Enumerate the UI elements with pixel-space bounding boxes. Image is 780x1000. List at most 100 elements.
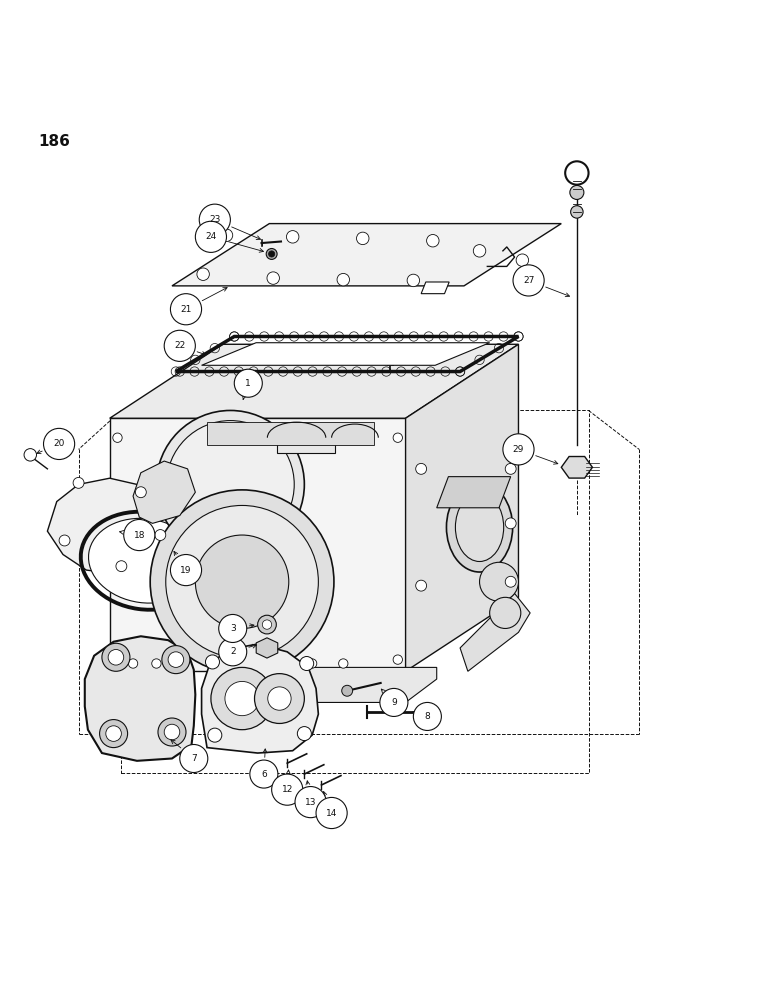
Circle shape	[316, 797, 347, 829]
Polygon shape	[277, 426, 335, 453]
Polygon shape	[110, 418, 406, 671]
Circle shape	[380, 688, 408, 716]
Circle shape	[218, 614, 246, 642]
Circle shape	[234, 369, 262, 397]
Circle shape	[342, 685, 353, 696]
Polygon shape	[172, 224, 562, 286]
Circle shape	[168, 652, 183, 667]
Circle shape	[266, 249, 277, 259]
Circle shape	[106, 726, 122, 741]
Circle shape	[480, 562, 519, 601]
Circle shape	[158, 718, 186, 746]
Text: 2: 2	[230, 647, 236, 656]
Circle shape	[570, 185, 584, 199]
Circle shape	[207, 728, 222, 742]
Circle shape	[136, 487, 147, 498]
Text: 24: 24	[205, 232, 217, 241]
Circle shape	[286, 231, 299, 243]
Circle shape	[339, 659, 348, 668]
Circle shape	[24, 449, 37, 461]
Circle shape	[220, 229, 232, 242]
Polygon shape	[437, 477, 511, 508]
Circle shape	[167, 421, 294, 548]
Circle shape	[416, 580, 427, 591]
Text: 3: 3	[230, 624, 236, 633]
Text: 8: 8	[424, 712, 431, 721]
Circle shape	[297, 727, 311, 741]
Polygon shape	[48, 478, 168, 574]
Circle shape	[490, 597, 521, 628]
Circle shape	[166, 505, 318, 658]
Ellipse shape	[456, 493, 504, 562]
Polygon shape	[201, 343, 490, 365]
Circle shape	[271, 774, 303, 805]
Circle shape	[129, 659, 138, 668]
Text: 7: 7	[191, 754, 197, 763]
Polygon shape	[562, 457, 593, 478]
Circle shape	[337, 273, 349, 286]
Circle shape	[157, 410, 304, 558]
Circle shape	[516, 254, 529, 266]
Text: 19: 19	[180, 566, 192, 575]
Circle shape	[413, 702, 441, 730]
Polygon shape	[133, 461, 195, 523]
Circle shape	[100, 720, 128, 748]
Circle shape	[155, 530, 166, 540]
Circle shape	[427, 234, 439, 247]
Circle shape	[505, 463, 516, 474]
Circle shape	[225, 681, 259, 716]
Circle shape	[162, 646, 190, 674]
Ellipse shape	[446, 482, 512, 572]
Circle shape	[267, 272, 279, 284]
Circle shape	[205, 655, 219, 669]
Circle shape	[195, 535, 289, 628]
Circle shape	[179, 744, 207, 773]
Circle shape	[393, 655, 402, 664]
Circle shape	[566, 161, 589, 185]
Text: 20: 20	[53, 439, 65, 448]
Circle shape	[171, 555, 201, 586]
Polygon shape	[110, 344, 519, 418]
Circle shape	[257, 615, 276, 634]
Circle shape	[218, 638, 246, 666]
Polygon shape	[421, 282, 449, 294]
Circle shape	[393, 433, 402, 442]
Polygon shape	[256, 638, 278, 658]
Circle shape	[44, 428, 75, 460]
Circle shape	[254, 674, 304, 723]
Circle shape	[268, 687, 291, 710]
Circle shape	[473, 245, 486, 257]
Polygon shape	[207, 422, 374, 445]
Ellipse shape	[89, 518, 201, 603]
Circle shape	[113, 433, 122, 442]
Text: 14: 14	[326, 809, 337, 818]
Circle shape	[73, 477, 84, 488]
Circle shape	[300, 657, 314, 671]
Polygon shape	[201, 644, 318, 753]
Circle shape	[250, 760, 278, 788]
Circle shape	[165, 724, 179, 740]
Circle shape	[262, 620, 271, 629]
Text: 12: 12	[282, 785, 293, 794]
Circle shape	[197, 268, 209, 280]
Polygon shape	[406, 344, 519, 671]
Polygon shape	[460, 593, 530, 671]
Circle shape	[268, 251, 275, 257]
Circle shape	[152, 659, 161, 668]
Circle shape	[59, 535, 70, 546]
Circle shape	[571, 206, 583, 218]
Text: 18: 18	[133, 531, 145, 540]
Text: 29: 29	[512, 445, 524, 454]
Circle shape	[356, 232, 369, 245]
Text: 6: 6	[261, 770, 267, 779]
Polygon shape	[85, 636, 195, 761]
Circle shape	[124, 519, 155, 551]
Circle shape	[513, 265, 544, 296]
Circle shape	[505, 518, 516, 529]
Text: 23: 23	[209, 215, 221, 224]
Text: 21: 21	[180, 305, 192, 314]
Circle shape	[195, 221, 226, 252]
Circle shape	[165, 330, 195, 361]
Circle shape	[505, 576, 516, 587]
Circle shape	[307, 659, 317, 668]
